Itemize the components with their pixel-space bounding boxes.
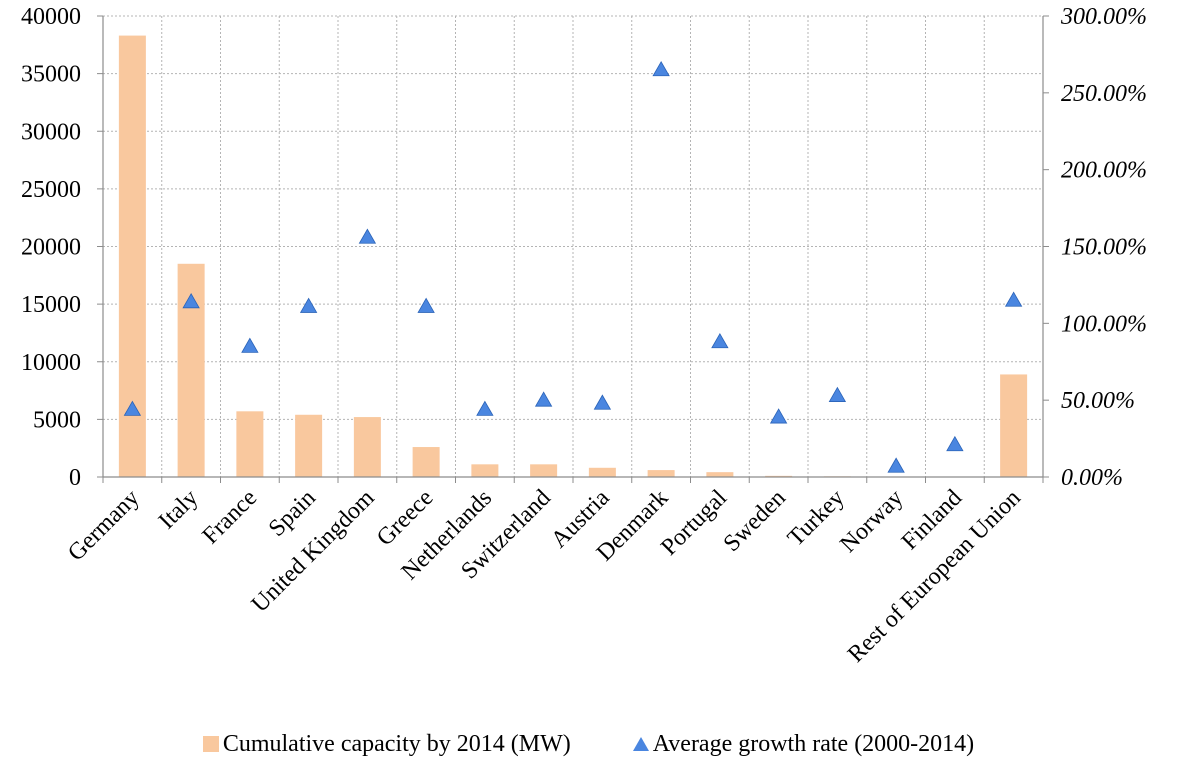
left-axis-tick-label: 0: [69, 465, 81, 491]
right-axis-tick-label: 50.00%: [1061, 388, 1135, 414]
marker-finland: [946, 435, 964, 452]
bar-austria: [588, 467, 616, 477]
left-axis-tick-label: 30000: [21, 119, 81, 145]
marker-italy: [182, 293, 200, 309]
bar-united-kingdom: [353, 417, 381, 477]
x-axis-tick-label: Norway: [835, 485, 908, 558]
x-axis-tick-label: Portugal: [656, 485, 732, 561]
x-axis-tick-label: Italy: [154, 485, 203, 534]
marker-greece: [417, 297, 435, 313]
marker-spain: [299, 297, 318, 313]
x-axis-tick-label: France: [198, 485, 263, 550]
bar-denmark: [647, 470, 675, 477]
right-axis-tick-label: 250.00%: [1061, 81, 1147, 107]
bar-spain: [295, 414, 323, 477]
legend-label-capacity: Cumulative capacity by 2014 (MW): [222, 730, 571, 757]
marker-germany: [123, 400, 142, 416]
legend-swatch-growth: [632, 737, 649, 751]
marker-netherlands: [476, 400, 494, 416]
legend-item-growth: Average growth rate (2000-2014): [632, 730, 975, 758]
marker-united-kingdom: [358, 228, 377, 244]
left-axis-tick-label: 15000: [21, 292, 81, 318]
left-axis-tick-label: 35000: [21, 62, 81, 88]
x-axis-tick-label: Germany: [63, 485, 145, 567]
right-axis-tick-label: 300.00%: [1060, 4, 1147, 30]
bar-netherlands: [471, 464, 499, 477]
marker-switzerland: [534, 391, 553, 407]
bar-rest-of-european-union: [1000, 374, 1028, 477]
right-axis-tick-label: 100.00%: [1061, 311, 1147, 337]
legend-swatch-capacity: [202, 736, 219, 752]
marker-austria: [593, 394, 612, 410]
right-axis-tick-label: 200.00%: [1061, 158, 1147, 184]
x-axis-tick-label: Sweden: [719, 485, 791, 557]
left-axis-tick-label: 20000: [21, 235, 81, 261]
marker-norway: [887, 457, 905, 473]
marker-rest-of-european-union: [1004, 291, 1023, 307]
legend-item-capacity: Cumulative capacity by 2014 (MW): [202, 730, 571, 758]
left-axis-tick-label: 25000: [21, 177, 81, 203]
left-axis-tick-label: 5000: [33, 407, 81, 433]
bar-greece: [412, 447, 440, 477]
marker-denmark: [652, 60, 670, 77]
legend: Cumulative capacity by 2014 (MW) Average…: [0, 730, 1177, 758]
bar-france: [236, 411, 264, 477]
right-axis-tick-label: 150.00%: [1061, 235, 1147, 261]
marker-france: [241, 337, 259, 353]
bar-portugal: [706, 472, 734, 477]
marker-turkey: [828, 386, 847, 402]
chart-svg: 0 5000 10000 15000 20000 25000 30000 35000 40000…: [21, 4, 1147, 668]
left-axis-tick-label: 10000: [21, 350, 81, 376]
bar-switzerland: [530, 464, 558, 477]
marker-portugal: [711, 332, 729, 349]
right-axis-tick-label: 0.00%: [1061, 465, 1123, 491]
marker-sweden: [769, 408, 788, 424]
left-axis-tick-label: 40000: [21, 4, 81, 30]
legend-label-growth: Average growth rate (2000-2014): [652, 730, 975, 757]
